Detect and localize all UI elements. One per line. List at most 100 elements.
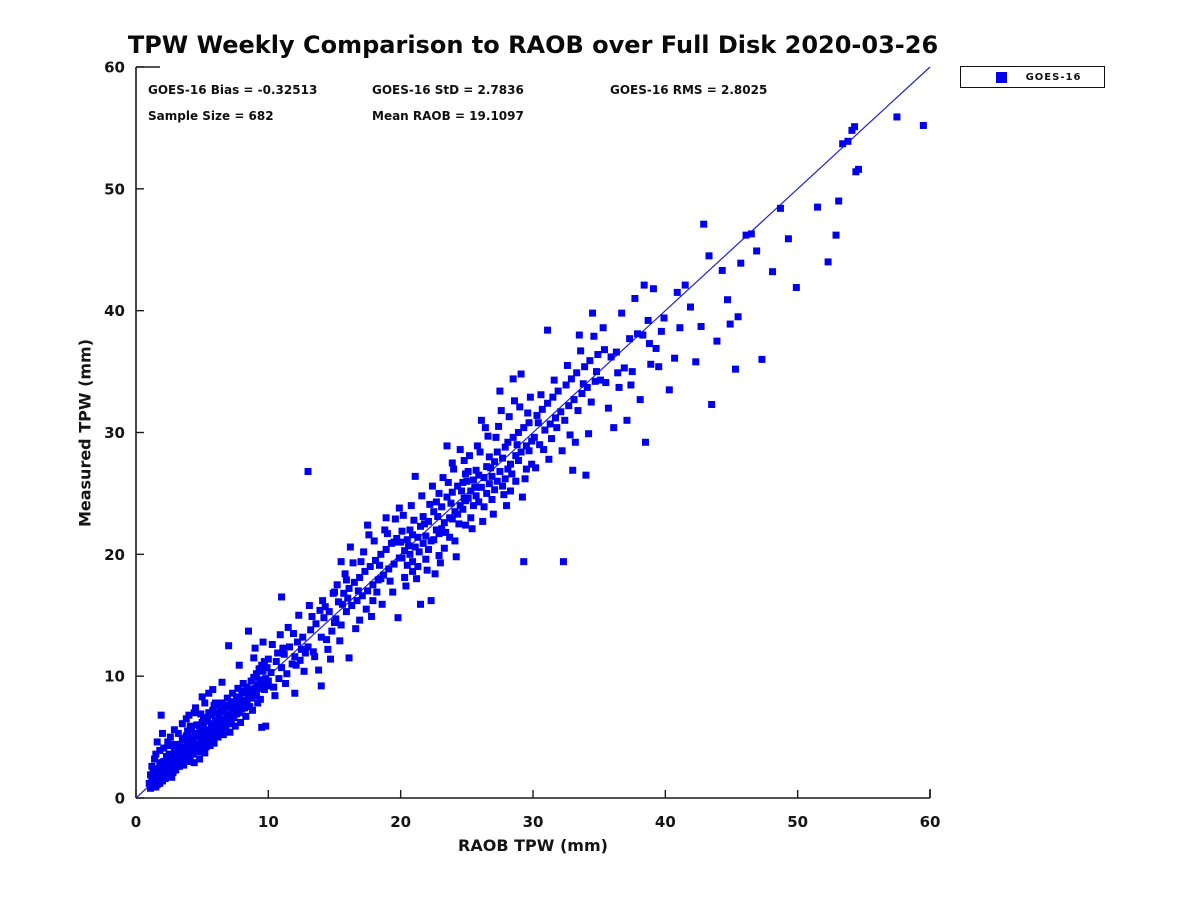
scatter-point xyxy=(590,332,598,340)
scatter-point xyxy=(342,608,350,616)
scatter-point xyxy=(201,699,209,707)
scatter-point xyxy=(206,710,214,718)
scatter-point xyxy=(168,773,176,781)
scatter-point xyxy=(401,547,409,555)
scatter-point xyxy=(234,684,242,692)
scatter-point xyxy=(158,767,166,775)
scatter-point xyxy=(538,405,546,413)
scatter-point xyxy=(607,353,615,361)
scatter-point xyxy=(214,717,222,725)
scatter-point xyxy=(524,409,532,417)
scatter-point xyxy=(264,677,272,685)
scatter-point xyxy=(569,466,577,474)
scatter-point xyxy=(525,419,533,427)
scatter-point xyxy=(196,722,204,730)
scatter-point xyxy=(349,559,357,567)
scatter-point xyxy=(467,514,475,522)
scatter-point xyxy=(493,477,501,485)
scatter-point xyxy=(501,475,509,483)
scatter-point xyxy=(225,720,233,728)
scatter-point xyxy=(446,533,454,541)
scatter-point xyxy=(276,631,284,639)
scatter-point xyxy=(479,517,487,525)
scatter-point xyxy=(602,379,610,387)
scatter-point xyxy=(217,721,225,729)
scatter-point xyxy=(406,550,414,558)
x-axis-label: RAOB TPW (mm) xyxy=(458,836,608,855)
scatter-point xyxy=(304,643,312,651)
scatter-point xyxy=(390,560,398,568)
scatter-point xyxy=(289,630,297,638)
scatter-point xyxy=(454,510,462,518)
scatter-point xyxy=(350,578,358,586)
scatter-point xyxy=(365,531,373,539)
scatter-point xyxy=(432,498,440,506)
scatter-point xyxy=(332,615,340,623)
scatter-point xyxy=(178,720,186,728)
scatter-point xyxy=(341,570,349,578)
scatter-point xyxy=(254,699,262,707)
scatter-point xyxy=(652,344,660,352)
scatter-point xyxy=(153,772,161,780)
scatter-point xyxy=(327,655,335,663)
scatter-point xyxy=(443,442,451,450)
scatter-point xyxy=(832,231,840,239)
scatter-point xyxy=(161,764,169,772)
scatter-point xyxy=(448,459,456,467)
scatter-point xyxy=(264,655,272,663)
scatter-point xyxy=(317,633,325,641)
scatter-point xyxy=(252,670,260,678)
scatter-point xyxy=(409,558,417,566)
scatter-point xyxy=(197,744,205,752)
scatter-point xyxy=(383,530,391,538)
scatter-point xyxy=(604,404,612,412)
stat-sample-size: Sample Size = 682 xyxy=(148,109,274,123)
scatter-point xyxy=(596,376,604,384)
scatter-point xyxy=(252,689,260,697)
scatter-point xyxy=(462,521,470,529)
scatter-point xyxy=(331,588,338,596)
scatter-point xyxy=(402,582,410,590)
scatter-point xyxy=(299,633,307,641)
y-tick-label: 60 xyxy=(104,59,125,77)
scatter-point xyxy=(263,682,271,690)
scatter-point xyxy=(631,294,639,302)
scatter-point xyxy=(357,558,365,566)
scatter-point xyxy=(405,542,413,550)
scatter-point xyxy=(188,726,196,734)
scatter-point xyxy=(360,548,368,556)
scatter-point xyxy=(610,424,618,432)
scatter-point xyxy=(186,722,194,730)
x-tick-label: 40 xyxy=(655,813,676,831)
scatter-point xyxy=(546,420,554,428)
scatter-point xyxy=(394,614,402,622)
scatter-point xyxy=(430,536,438,544)
scatter-point xyxy=(201,749,209,757)
x-tick-label: 0 xyxy=(131,813,141,831)
scatter-point xyxy=(338,600,346,608)
scatter-point xyxy=(427,597,435,605)
scatter-point xyxy=(726,320,734,328)
y-tick-label: 30 xyxy=(104,424,125,442)
scatter-point xyxy=(361,567,369,575)
scatter-point xyxy=(522,465,530,473)
scatter-point xyxy=(272,658,280,666)
scatter-point xyxy=(618,309,626,317)
scatter-point xyxy=(647,360,655,368)
scatter-point xyxy=(419,539,427,547)
scatter-point xyxy=(283,670,291,678)
scatter-point xyxy=(356,573,364,581)
scatter-point xyxy=(162,759,170,767)
scatter-point xyxy=(186,739,194,747)
scatter-point xyxy=(660,314,668,322)
scatter-point xyxy=(180,734,188,742)
scatter-point xyxy=(665,386,673,394)
scatter-point xyxy=(671,354,679,362)
scatter-point xyxy=(430,508,438,516)
scatter-point xyxy=(366,563,374,571)
scatter-point xyxy=(203,717,211,725)
scatter-point xyxy=(389,588,397,596)
scatter-point xyxy=(532,464,540,472)
scatter-point xyxy=(503,502,511,510)
scatter-point xyxy=(165,750,173,758)
